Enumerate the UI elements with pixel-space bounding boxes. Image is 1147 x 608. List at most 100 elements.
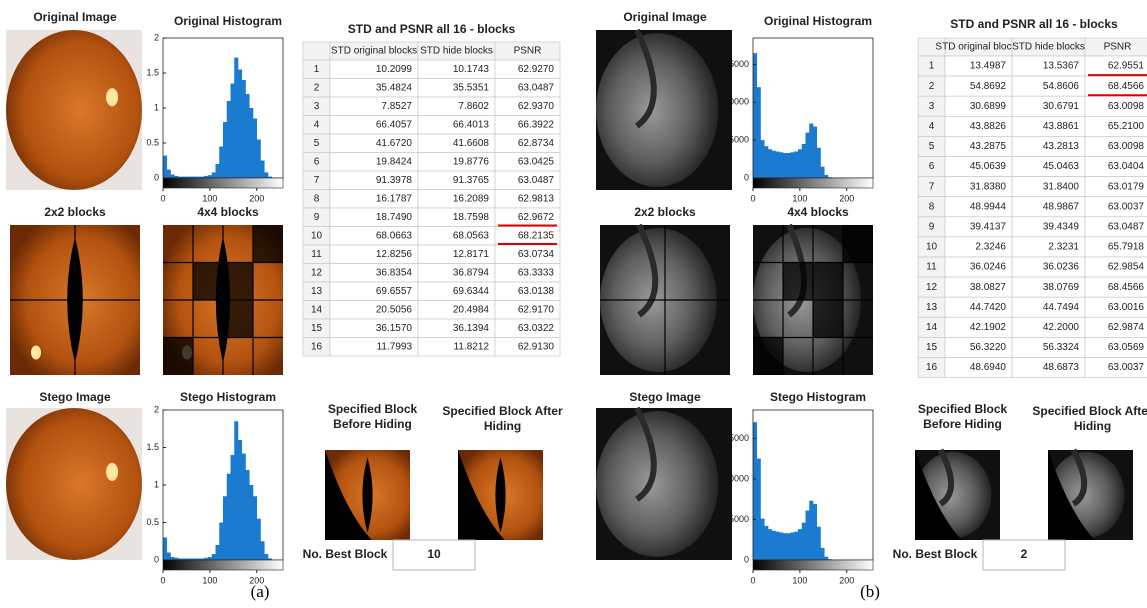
histogram-bar [268,558,273,560]
dark-block [813,300,843,338]
best-block-label: No. Best Block [303,547,388,561]
histogram-bar [756,458,761,560]
histogram-bar [264,554,269,560]
cell-value: 66.3922 [518,119,555,130]
cell-value: 62.9551 [1108,61,1145,72]
column-header: STD hide blocks [420,46,493,57]
histogram-bar [174,557,179,560]
histogram-bar [779,532,784,560]
cell-value: 10.1743 [453,64,490,75]
cell-value: 62.9130 [518,341,555,352]
image [6,408,142,560]
histogram-bar [166,552,171,560]
block-edge-shape [915,450,962,540]
histogram-bar [226,101,231,178]
cell-value: 63.0138 [518,286,555,297]
y-tick-label: 1 [154,479,159,489]
histogram-bar [820,547,825,560]
cell-value: 63.0487 [518,175,555,186]
cell-value: 56.3220 [970,342,1007,353]
row-number: 5 [929,141,935,152]
y-tick-label: 10000 [724,97,749,107]
cell-value: 62.8734 [518,138,555,149]
histogram-bar [211,172,216,178]
histogram-bar [193,176,198,178]
dark-block [163,337,193,375]
cell-value: 12.8256 [376,249,413,260]
y-tick-label: 0 [154,172,159,182]
cell-value: 31.8380 [970,181,1007,192]
cell-value: 2.3231 [1048,242,1079,253]
histogram-bar [768,529,773,560]
dark-block [223,262,253,300]
image [753,223,873,375]
cell-value: 16.1787 [376,193,413,204]
row-number: 16 [311,341,323,352]
cell-value: 63.0098 [1108,101,1145,112]
histogram-bar [174,175,179,178]
optic-disc [31,345,41,360]
histogram-bar [805,510,810,560]
cell-value: 13.5367 [1043,61,1080,72]
histogram-bar [260,160,265,178]
histogram-bar [798,529,803,560]
row-number: 12 [926,282,938,293]
optic-disc [106,88,119,107]
histogram-bar [813,504,818,560]
cell-value: 38.0827 [970,282,1007,293]
cell-value: 16.2089 [453,193,490,204]
row-number: 15 [926,342,938,353]
row-number: 13 [926,302,938,313]
colorbar [162,559,284,571]
histogram-bar [256,139,261,178]
row-number: 10 [311,230,323,241]
row-number: 11 [926,262,937,273]
cell-value: 13.4987 [970,61,1007,72]
histogram-bar [771,150,776,178]
block-edge-shape [325,450,372,540]
image [6,30,142,190]
histogram-bar [185,558,190,560]
x-tick-label: 100 [792,193,807,203]
histogram-bar [223,496,228,560]
cell-value: 36.1394 [453,323,490,334]
image [600,223,730,375]
mri [596,33,719,187]
histogram-bar [783,153,788,178]
bone [937,448,954,507]
histogram-bar [809,123,814,178]
cell-value: 7.8527 [381,101,412,112]
cell-value: 41.6608 [453,138,490,149]
histogram-bar [204,557,209,560]
column-header: STD original blocks [935,42,1021,53]
cell-value: 56.3324 [1043,342,1080,353]
cell-value: 11.7993 [377,341,413,352]
best-block-value: 10 [427,547,441,561]
cell-value: 63.3333 [518,267,555,278]
cell-value: 62.9370 [518,101,555,112]
table-cell [494,337,561,357]
histogram-bar [181,176,186,178]
image [1048,448,1133,540]
row-number: 9 [314,212,320,223]
cell-value: 65.2100 [1108,121,1145,132]
cell-value: 62.9874 [1108,322,1145,333]
y-tick-label: 10000 [724,473,749,483]
histogram-bar [786,153,791,178]
histogram-bar [256,518,261,560]
cell-value: 43.8826 [970,121,1007,132]
histogram-bar [771,530,776,560]
row-number: 9 [929,221,935,232]
histogram-bar [798,149,803,178]
histogram-title: Original Histogram [174,14,282,28]
histogram-bar [260,541,265,560]
histogram-bar [245,94,250,178]
cell-value: 38.0769 [1043,282,1080,293]
image-title: Stego Image [629,390,701,404]
cell-value: 62.9672 [518,212,555,223]
cell-value: 63.0016 [1108,302,1145,313]
image [325,450,410,540]
colorbar [752,177,874,189]
fundus [6,408,142,560]
cell-value: 63.0322 [518,323,555,334]
